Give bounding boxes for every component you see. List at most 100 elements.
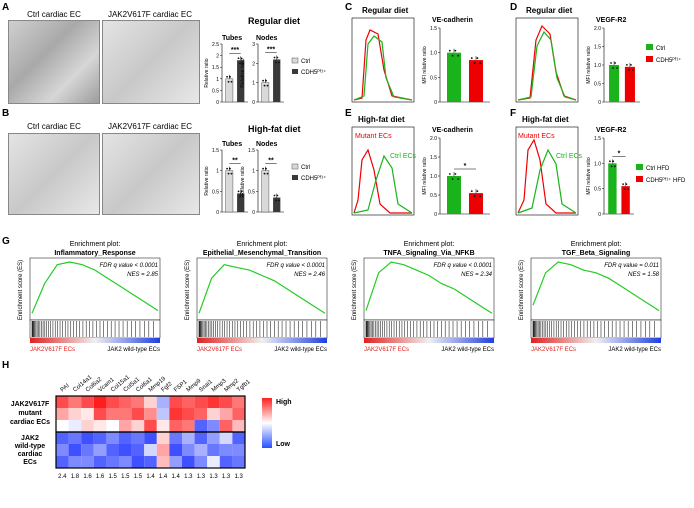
nodes-title-b: Nodes xyxy=(256,141,278,148)
ctrl-bar xyxy=(447,52,461,102)
heat-cell xyxy=(194,408,208,420)
heat-cell xyxy=(182,408,195,420)
mut-bar xyxy=(624,66,635,102)
heat-legend-bar xyxy=(262,398,272,448)
tubes-title-b: Tubes xyxy=(222,141,242,148)
heat-cell xyxy=(106,432,119,444)
heat-cell xyxy=(182,396,195,408)
significance: *** xyxy=(267,46,275,53)
data-point xyxy=(457,178,460,180)
img-title-ctrl-b: Ctrl cardiac EC xyxy=(27,122,81,131)
data-point xyxy=(632,68,634,71)
fold-label: 1.5 xyxy=(109,474,118,480)
legend-mut-f: CDH5ᴾᶠ¹⁺ HFD xyxy=(646,177,686,184)
data-point xyxy=(625,63,628,66)
heat-cell xyxy=(194,396,208,408)
tick-label: 2.0 xyxy=(430,136,437,142)
group1-label: cardiac ECs xyxy=(10,419,50,426)
legend-ctrl-a: Ctrl xyxy=(301,59,310,65)
micrograph-ctrl-regular xyxy=(8,20,100,104)
img-title-jak-a: JAK2V617F cardiac EC xyxy=(107,10,193,19)
gsea-title-line2: TGF_Beta_Signaling xyxy=(562,250,630,257)
fold-label: 1.6 xyxy=(83,474,92,480)
heat-cell xyxy=(182,432,195,444)
data-point xyxy=(265,167,267,170)
img-title-ctrl-a: Ctrl cardiac EC xyxy=(27,10,81,19)
tick-label: 1 xyxy=(252,169,255,175)
data-point xyxy=(448,173,451,175)
y-axis-label: MFI relative ratio xyxy=(586,157,592,194)
diet-title-f: High-fat diet xyxy=(522,115,569,124)
heat-cell xyxy=(144,444,157,456)
data-point xyxy=(476,190,479,193)
heat-cell xyxy=(93,456,107,468)
gsea-title-line2: TNFA_Signaling_Via_NFKB xyxy=(383,250,474,257)
fold-label: 1.3 xyxy=(235,474,244,480)
fold-label: 1.4 xyxy=(146,474,155,480)
gsea-fdr: FDR q value < 0.0001 xyxy=(433,263,492,269)
heat-cell xyxy=(156,444,170,456)
data-point xyxy=(454,173,457,175)
heat-cell xyxy=(219,396,233,408)
fold-label: 1.5 xyxy=(121,474,130,480)
ctrl-label-f: Ctrl ECs xyxy=(556,153,583,160)
heat-cell xyxy=(169,408,182,420)
heat-cell xyxy=(93,420,107,432)
gsea-es-curve xyxy=(198,264,326,314)
tick-label: 1 xyxy=(252,81,255,87)
group2-label: ECs xyxy=(23,459,37,466)
group1-label: mutant xyxy=(18,410,42,417)
mut-bar xyxy=(469,60,483,102)
data-point xyxy=(479,62,482,64)
heat-cell xyxy=(219,432,233,444)
data-point xyxy=(628,68,630,71)
data-point xyxy=(451,178,454,180)
heat-cell xyxy=(232,432,245,444)
tick-label: 0.5 xyxy=(248,189,255,195)
heat-cell xyxy=(106,408,119,420)
legend-low: Low xyxy=(276,441,291,448)
gsea-title-line2: Inflammatory_Response xyxy=(54,250,135,257)
gsea-hits-frame xyxy=(363,319,495,339)
heat-cell xyxy=(56,408,69,420)
heat-cell xyxy=(106,396,119,408)
tick-label: 0 xyxy=(216,210,219,216)
mutant-label-f: Mutant ECs xyxy=(518,133,555,140)
tick-label: 0.5 xyxy=(594,187,601,193)
heat-cell xyxy=(219,408,233,420)
heat-cell xyxy=(81,444,94,456)
data-point xyxy=(275,61,277,64)
tick-label: 1.5 xyxy=(212,148,219,154)
legend-swatch-mut-b xyxy=(292,175,298,180)
data-point xyxy=(226,75,228,78)
bar-chart-d: 0 0.5 1.0 1.5 2.0 MFI relative ratio xyxy=(586,26,640,106)
panel-label-f: F xyxy=(510,108,517,119)
data-point xyxy=(262,167,264,170)
tick-label: 1.0 xyxy=(430,174,437,180)
diet-title-a: Regular diet xyxy=(248,16,301,26)
gsea-fdr: FDR q value < 0.0001 xyxy=(99,263,158,269)
heat-cell xyxy=(219,456,233,468)
mut-bar xyxy=(621,186,630,214)
heat-cell xyxy=(182,420,195,432)
heat-cell xyxy=(156,408,170,420)
panel-label-d: D xyxy=(510,2,518,13)
data-point xyxy=(266,84,269,87)
mutant-label-e: Mutant ECs xyxy=(355,133,392,140)
tick-label: 2 xyxy=(216,54,219,60)
gsea-ylabel: Enrichment score (ES) xyxy=(185,260,191,320)
data-point xyxy=(630,63,632,66)
bar-chart-a-nodes: 0 1 2 3 Relative ratio *** xyxy=(240,42,284,106)
heat-cell xyxy=(207,396,220,408)
heat-cell xyxy=(232,408,245,420)
heat-cell xyxy=(131,432,145,444)
heat-cell xyxy=(169,444,182,456)
gsea-es-curve xyxy=(31,261,159,314)
data-point xyxy=(448,49,451,52)
histogram-ctrl-f xyxy=(517,148,577,214)
data-point xyxy=(473,195,476,198)
histogram-frame-e xyxy=(351,126,415,216)
histogram-mutant-f xyxy=(517,138,576,214)
